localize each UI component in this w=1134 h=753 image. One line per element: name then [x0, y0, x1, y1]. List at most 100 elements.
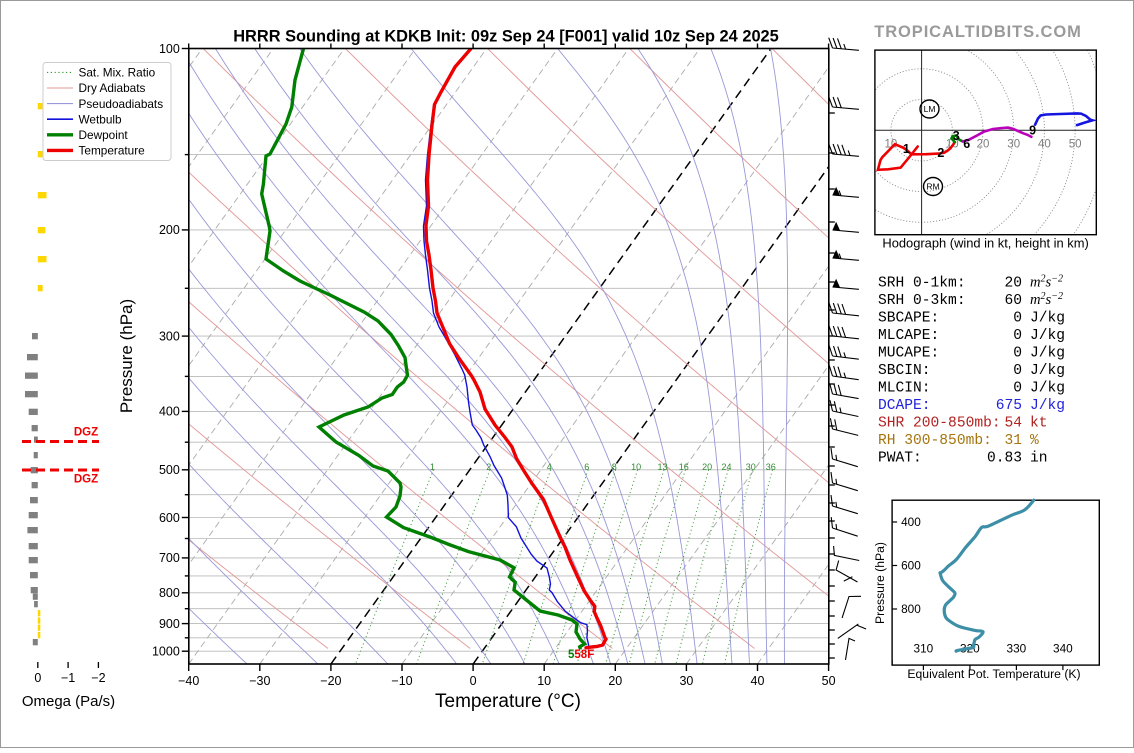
- svg-text:%: %: [1030, 433, 1039, 449]
- svg-text:SBCIN:: SBCIN:: [878, 363, 931, 379]
- svg-text:LM: LM: [924, 104, 936, 114]
- svg-text:MUCAPE:: MUCAPE:: [878, 345, 939, 361]
- svg-text:−1: −1: [61, 671, 75, 685]
- svg-text:20: 20: [1004, 275, 1022, 291]
- svg-text:100: 100: [159, 42, 180, 56]
- svg-text:24: 24: [721, 462, 731, 472]
- svg-text:10: 10: [631, 462, 641, 472]
- svg-text:675: 675: [996, 398, 1022, 414]
- svg-text:6: 6: [584, 462, 589, 472]
- svg-text:0: 0: [1013, 345, 1022, 361]
- svg-text:Dry Adiabats: Dry Adiabats: [79, 81, 146, 95]
- svg-text:330: 330: [1007, 642, 1027, 656]
- svg-text:2: 2: [486, 462, 491, 472]
- svg-text:Pseudoadiabats: Pseudoadiabats: [79, 97, 164, 111]
- svg-text:1: 1: [903, 142, 910, 156]
- svg-text:0: 0: [1013, 380, 1022, 396]
- svg-text:RH 300-850mb:: RH 300-850mb:: [878, 433, 992, 449]
- svg-text:0: 0: [1013, 328, 1022, 344]
- svg-text:0: 0: [470, 674, 477, 688]
- svg-text:31: 31: [1004, 433, 1022, 449]
- svg-text:800: 800: [159, 586, 180, 600]
- svg-text:13: 13: [657, 462, 667, 472]
- svg-text:Hodograph (wind in kt, height: Hodograph (wind in kt, height in km): [882, 236, 1088, 251]
- svg-text:SRH 0-1km:: SRH 0-1km:: [878, 275, 966, 291]
- svg-text:400: 400: [901, 515, 921, 529]
- svg-text:30: 30: [679, 674, 693, 688]
- svg-text:340: 340: [1053, 642, 1073, 656]
- svg-text:J/kg: J/kg: [1030, 380, 1065, 396]
- svg-text:−30: −30: [249, 674, 270, 688]
- svg-text:6: 6: [963, 137, 970, 151]
- svg-text:400: 400: [159, 405, 180, 419]
- svg-text:4: 4: [547, 462, 552, 472]
- svg-text:SRH 0-3km:: SRH 0-3km:: [878, 293, 966, 309]
- svg-text:Pressure (hPa): Pressure (hPa): [873, 542, 887, 624]
- svg-text:SHR 200-850mb:: SHR 200-850mb:: [878, 415, 1001, 431]
- svg-text:0: 0: [1013, 310, 1022, 326]
- svg-text:30: 30: [746, 462, 756, 472]
- svg-text:Dewpoint: Dewpoint: [79, 128, 129, 142]
- svg-text:40: 40: [751, 674, 765, 688]
- svg-text:0.83: 0.83: [987, 450, 1022, 466]
- svg-text:HRRR Sounding at KDKB Init: 09: HRRR Sounding at KDKB Init: 09z Sep 24 […: [233, 28, 779, 46]
- svg-text:8: 8: [612, 462, 617, 472]
- svg-text:TROPICALTIDBITS.COM: TROPICALTIDBITS.COM: [874, 23, 1081, 41]
- svg-text:Pressure (hPa): Pressure (hPa): [117, 299, 136, 413]
- svg-text:PWAT:: PWAT:: [878, 450, 922, 466]
- svg-text:DGZ: DGZ: [74, 427, 98, 439]
- svg-text:600: 600: [901, 559, 921, 573]
- svg-text:9: 9: [1029, 124, 1036, 138]
- svg-text:0: 0: [1013, 363, 1022, 379]
- svg-text:MLCAPE:: MLCAPE:: [878, 328, 939, 344]
- svg-text:in: in: [1030, 450, 1048, 466]
- svg-text:−20: −20: [320, 674, 341, 688]
- svg-text:200: 200: [159, 223, 180, 237]
- svg-text:50: 50: [822, 674, 836, 688]
- svg-text:Temperature: Temperature: [79, 144, 146, 158]
- svg-text:500: 500: [159, 463, 180, 477]
- svg-text:Temperature (°C): Temperature (°C): [435, 691, 581, 712]
- svg-text:J/kg: J/kg: [1030, 328, 1065, 344]
- svg-text:RM: RM: [926, 182, 939, 192]
- svg-text:Sat. Mix. Ratio: Sat. Mix. Ratio: [79, 66, 156, 80]
- svg-text:40: 40: [1038, 139, 1051, 151]
- svg-text:−40: −40: [178, 674, 199, 688]
- svg-text:30: 30: [1007, 139, 1020, 151]
- svg-text:MLCIN:: MLCIN:: [878, 380, 931, 396]
- svg-text:700: 700: [159, 551, 180, 565]
- svg-text:Equivalent Pot. Temperature (K: Equivalent Pot. Temperature (K): [907, 667, 1080, 681]
- svg-text:Omega (Pa/s): Omega (Pa/s): [22, 693, 115, 710]
- svg-text:3: 3: [953, 129, 960, 143]
- svg-text:900: 900: [159, 617, 180, 631]
- svg-text:20: 20: [977, 139, 990, 151]
- svg-text:36: 36: [766, 462, 776, 472]
- svg-text:J/kg: J/kg: [1030, 310, 1065, 326]
- svg-text:54: 54: [1004, 415, 1022, 431]
- svg-text:−2: −2: [91, 671, 105, 685]
- svg-text:1: 1: [430, 462, 435, 472]
- svg-text:−10: −10: [391, 674, 412, 688]
- svg-text:20: 20: [702, 462, 712, 472]
- svg-text:20: 20: [608, 674, 622, 688]
- svg-text:SBCAPE:: SBCAPE:: [878, 310, 939, 326]
- svg-text:60: 60: [1004, 293, 1022, 309]
- svg-text:J/kg: J/kg: [1030, 345, 1065, 361]
- svg-text:kt: kt: [1030, 415, 1048, 431]
- svg-text:558F: 558F: [568, 649, 594, 661]
- svg-text:10: 10: [537, 674, 551, 688]
- svg-text:0: 0: [34, 671, 41, 685]
- svg-text:J/kg: J/kg: [1030, 398, 1065, 414]
- svg-text:1000: 1000: [152, 645, 180, 659]
- svg-text:310: 310: [914, 642, 934, 656]
- svg-text:J/kg: J/kg: [1030, 363, 1065, 379]
- svg-text:DGZ: DGZ: [74, 474, 98, 486]
- svg-text:600: 600: [159, 511, 180, 525]
- svg-text:Wetbulb: Wetbulb: [79, 112, 123, 126]
- svg-text:16: 16: [679, 462, 689, 472]
- svg-text:300: 300: [159, 329, 180, 343]
- svg-text:800: 800: [901, 602, 921, 616]
- svg-text:50: 50: [1069, 139, 1082, 151]
- svg-text:2: 2: [937, 146, 944, 160]
- svg-text:DCAPE:: DCAPE:: [878, 398, 931, 414]
